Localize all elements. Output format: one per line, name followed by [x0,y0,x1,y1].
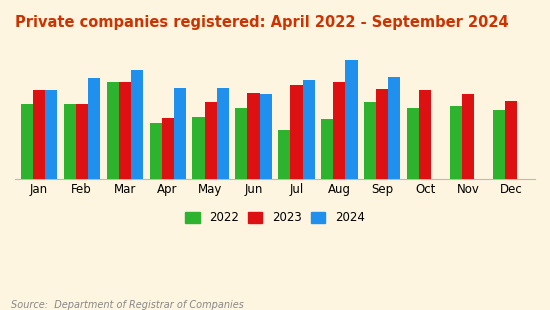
Text: Source:  Department of Registrar of Companies: Source: Department of Registrar of Compa… [11,300,244,310]
Bar [217,88,229,179]
Bar [192,117,205,179]
Bar [493,110,505,179]
Bar [119,82,130,179]
Bar [505,101,518,179]
Bar [174,88,185,179]
Text: 2,003: 2,003 [378,92,387,116]
Text: 2,440: 2,440 [132,72,141,96]
Bar [64,104,75,179]
Text: 1,372: 1,372 [163,120,172,144]
Text: 2,035: 2,035 [218,91,227,114]
Text: 1,243: 1,243 [151,126,160,150]
Text: 1,707: 1,707 [366,105,375,129]
Bar [107,82,119,179]
Text: 1,378: 1,378 [194,120,203,144]
Bar [248,93,260,179]
Text: 1,886: 1,886 [464,97,473,121]
Bar [260,94,272,179]
Text: 1,995: 1,995 [34,92,43,116]
Text: 2,280: 2,280 [390,79,399,104]
Bar [278,130,290,179]
Text: 1,991: 1,991 [421,92,430,116]
Text: 2,171: 2,171 [120,84,129,108]
Text: Private companies registered: April 2022 - September 2024: Private companies registered: April 2022… [15,15,509,30]
Text: 1,683: 1,683 [65,106,74,130]
Text: 1,683: 1,683 [77,106,86,130]
Text: 2,152: 2,152 [335,85,344,109]
Text: 1,335: 1,335 [323,122,332,146]
Text: 1,546: 1,546 [495,113,504,136]
Bar [130,69,142,179]
Text: 2,209: 2,209 [304,82,313,106]
Text: 2,022: 2,022 [175,91,184,115]
Bar [45,90,57,179]
Bar [205,102,217,179]
Text: 1,628: 1,628 [452,109,461,133]
Text: 1,995: 1,995 [46,92,55,116]
Bar [150,123,162,179]
Text: 1,736: 1,736 [507,104,516,128]
Text: 2,654: 2,654 [347,63,356,86]
Bar [463,95,475,179]
Bar [365,102,376,179]
Text: 1,589: 1,589 [237,110,246,134]
Bar [162,117,174,179]
Text: 1,662: 1,662 [22,107,31,131]
Bar [20,104,32,179]
Bar [302,80,315,179]
Text: 1,899: 1,899 [261,96,270,121]
Bar [87,78,100,179]
Bar [32,90,45,179]
Bar [321,119,333,179]
Bar [235,108,248,179]
Bar [290,85,303,179]
Text: 2,260: 2,260 [89,80,98,104]
Text: 1,574: 1,574 [409,111,418,135]
Bar [408,108,420,179]
Bar [75,104,87,179]
Bar [420,90,431,179]
Text: 2,171: 2,171 [108,84,117,108]
Bar [345,60,358,179]
Bar [376,89,388,179]
Bar [388,77,400,179]
Text: 2,090: 2,090 [292,88,301,112]
Text: 1,097: 1,097 [280,133,289,157]
Text: 1,716: 1,716 [206,105,215,129]
Bar [450,106,463,179]
Bar [333,82,345,179]
Legend: 2022, 2023, 2024: 2022, 2023, 2024 [182,208,368,228]
Text: 1,916: 1,916 [249,96,258,120]
